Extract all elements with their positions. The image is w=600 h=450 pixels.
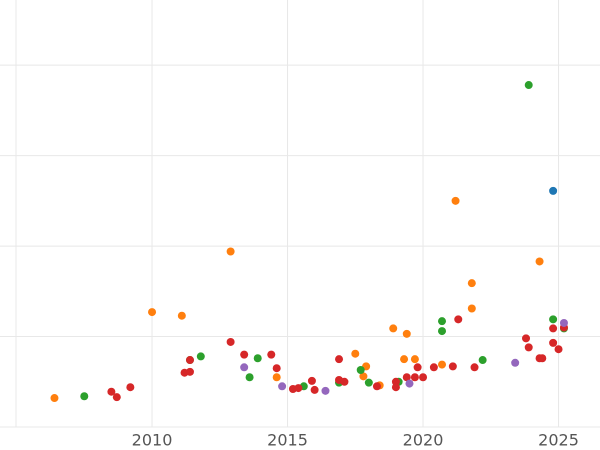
point xyxy=(429,363,438,372)
point xyxy=(470,363,479,372)
point xyxy=(448,362,457,371)
point xyxy=(524,81,533,90)
point xyxy=(413,363,422,372)
point xyxy=(549,324,558,333)
point xyxy=(554,345,563,354)
point xyxy=(185,367,194,376)
point xyxy=(148,308,157,317)
point xyxy=(226,247,235,256)
point xyxy=(410,373,419,382)
point xyxy=(405,379,414,388)
x-tick-label: 2010 xyxy=(132,431,173,450)
point xyxy=(438,360,447,369)
point xyxy=(245,373,254,382)
point xyxy=(272,373,281,382)
point xyxy=(80,392,89,401)
point xyxy=(364,378,373,387)
point xyxy=(549,315,558,324)
point xyxy=(240,363,249,372)
point xyxy=(402,329,411,338)
point xyxy=(340,377,349,386)
point xyxy=(107,387,116,396)
point xyxy=(321,386,330,395)
point xyxy=(559,318,568,327)
point xyxy=(185,356,194,365)
point xyxy=(451,196,460,205)
x-tick-label: 2025 xyxy=(538,431,579,450)
point xyxy=(538,354,547,363)
point xyxy=(294,384,303,393)
point xyxy=(438,317,447,326)
point xyxy=(478,356,487,365)
x-axis: 2010 2015 2020 2025 xyxy=(132,431,579,450)
point xyxy=(402,373,411,382)
point xyxy=(50,394,59,403)
point xyxy=(372,382,381,391)
point xyxy=(335,355,344,364)
point xyxy=(454,315,463,324)
point xyxy=(126,383,135,392)
point xyxy=(522,334,531,343)
point xyxy=(389,324,398,333)
point xyxy=(511,358,520,367)
point xyxy=(467,304,476,313)
point xyxy=(391,383,400,392)
x-tick-label: 2015 xyxy=(267,431,308,450)
point xyxy=(196,352,205,361)
point xyxy=(177,311,186,320)
point xyxy=(240,350,249,359)
point xyxy=(267,350,276,359)
point xyxy=(549,338,558,347)
point xyxy=(467,279,476,288)
point xyxy=(410,355,419,364)
point xyxy=(351,349,360,358)
point xyxy=(226,337,235,346)
point xyxy=(359,372,368,381)
point xyxy=(272,364,281,373)
point xyxy=(549,186,558,195)
point xyxy=(524,343,533,352)
points xyxy=(50,81,568,403)
point xyxy=(419,373,428,382)
x-tick-label: 2020 xyxy=(403,431,444,450)
point xyxy=(535,257,544,266)
point xyxy=(356,366,365,375)
point xyxy=(278,382,287,391)
point xyxy=(310,385,319,394)
point xyxy=(307,376,316,385)
point xyxy=(112,393,121,402)
point xyxy=(438,327,447,336)
point xyxy=(253,354,262,363)
grid xyxy=(0,0,600,428)
point xyxy=(400,355,409,364)
